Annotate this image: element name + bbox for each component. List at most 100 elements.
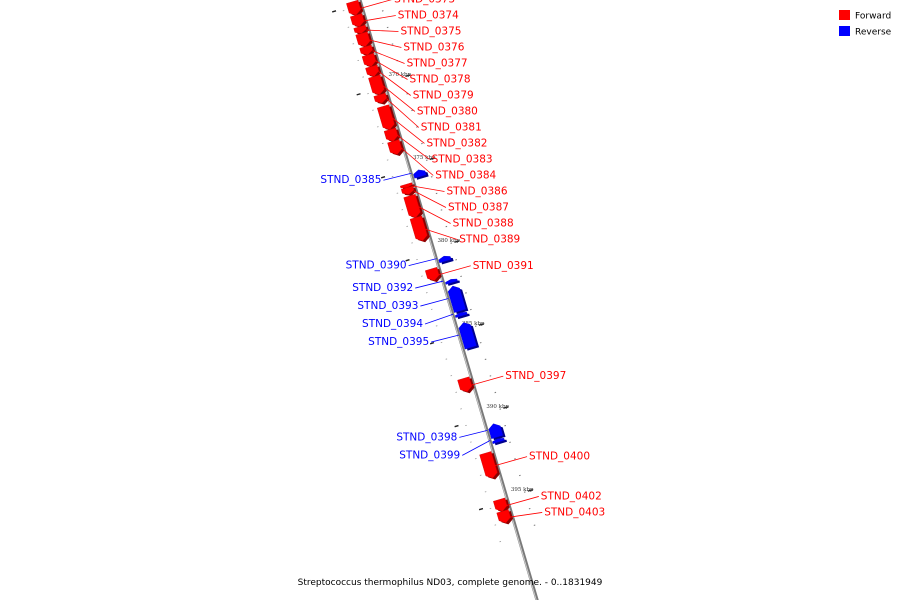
gene-label: STND_0394 <box>362 318 423 330</box>
gene-feature <box>361 53 377 67</box>
gene-leader <box>383 172 412 181</box>
legend-forward-label: Forward <box>855 12 891 22</box>
gene-label: STND_0381 <box>421 121 482 133</box>
gene-shadow <box>494 439 508 446</box>
gene-label: STND_0378 <box>410 73 471 85</box>
gene-leader <box>459 429 488 438</box>
gene-feature <box>383 127 399 142</box>
gene-label: STND_0395 <box>368 336 429 348</box>
gene-feature <box>403 194 421 218</box>
gene-label: STND_0374 <box>398 9 459 21</box>
gene-leader <box>418 206 451 224</box>
gene-label: STND_0384 <box>435 169 496 181</box>
gene-feature <box>425 267 440 281</box>
major-tick <box>380 176 386 179</box>
gene-label: STND_0398 <box>396 431 457 443</box>
gene-label: STND_0388 <box>453 217 514 229</box>
gene-feature <box>353 24 367 34</box>
gene-leader <box>412 185 445 192</box>
tick-label: 390 kbp <box>486 404 509 410</box>
gene-feature <box>488 423 504 439</box>
gene-leader <box>431 334 460 343</box>
gene-leader <box>400 147 434 176</box>
gene-label: STND_0391 <box>473 260 534 272</box>
gene-label: STND_0386 <box>447 185 508 197</box>
gene-feature <box>346 0 361 16</box>
gene-feature <box>401 185 415 195</box>
major-tick <box>454 424 459 428</box>
gene-feature <box>409 215 428 242</box>
major-tick <box>478 323 484 326</box>
gene-feature <box>368 74 385 96</box>
gene-leader <box>382 85 416 112</box>
tick-label: 395 kbp <box>511 487 534 493</box>
major-tick <box>331 10 337 13</box>
gene-label: STND_0383 <box>432 153 493 165</box>
gene-features <box>346 0 514 525</box>
gene-label: STND_0399 <box>399 449 460 461</box>
gene-label: STND_0392 <box>352 282 413 294</box>
gene-leader <box>375 60 408 80</box>
gene-feature <box>479 451 498 479</box>
major-tick <box>405 74 411 77</box>
major-tick <box>527 489 533 492</box>
gene-feature <box>438 255 452 264</box>
gene-label: STND_0393 <box>357 300 418 312</box>
gene-feature <box>400 182 413 189</box>
gene-feature <box>493 497 508 512</box>
gene-feature <box>496 509 511 524</box>
gene-leader <box>415 280 444 289</box>
gene-leader <box>510 512 543 518</box>
gene-leader <box>392 117 425 144</box>
genome-caption: Streptococcus thermophilus ND03, complet… <box>297 578 603 588</box>
major-tick <box>429 157 435 160</box>
genome-backbone <box>358 0 539 600</box>
gene-label: STND_0387 <box>448 201 509 213</box>
gene-leader <box>378 71 411 96</box>
gene-feature <box>365 64 380 77</box>
major-tick <box>503 406 509 409</box>
gene-feature <box>457 376 473 393</box>
gene-leader <box>413 190 447 208</box>
gene-label: STND_0389 <box>459 233 520 245</box>
gene-leader <box>494 456 528 466</box>
gene-label: STND_0390 <box>346 260 407 272</box>
gene-label: STND_0377 <box>407 57 468 69</box>
gene-feature <box>350 13 365 27</box>
gene-shadow <box>457 313 470 320</box>
gene-leader <box>424 313 454 325</box>
legend-reverse-label: Reverse <box>855 28 892 38</box>
gene-leader <box>471 375 504 386</box>
gene-leader <box>462 439 491 456</box>
gene-leader <box>420 298 449 307</box>
gene-feature <box>359 44 373 56</box>
gene-feature <box>454 312 468 318</box>
gene-feature <box>387 139 403 155</box>
gene-leader <box>369 39 402 48</box>
tick-label: 380 kbp <box>437 238 460 244</box>
major-tick <box>429 341 435 345</box>
gene-leader <box>506 496 539 506</box>
gene-label: STND_0385 <box>320 174 381 186</box>
gene-leader <box>372 50 405 64</box>
gene-label: STND_0382 <box>426 137 487 149</box>
tick-label: 385 kbp <box>462 321 485 327</box>
gene-leader <box>360 0 392 9</box>
gene-feature <box>355 31 371 47</box>
gene-label: STND_0402 <box>541 490 602 502</box>
gene-feature <box>445 278 458 285</box>
gene-feature <box>373 92 388 104</box>
gene-leader <box>366 29 399 32</box>
gene-leader <box>438 265 471 276</box>
gene-label: STND_0397 <box>505 370 566 382</box>
gene-leader <box>397 135 430 160</box>
major-tick <box>478 507 484 511</box>
gene-label: STND_0380 <box>417 105 478 117</box>
major-tick <box>356 93 361 96</box>
gene-label: STND_0373 <box>394 0 455 5</box>
major-tick <box>405 259 410 262</box>
gene-label: STND_0376 <box>403 41 464 53</box>
gene-label: STND_0403 <box>544 506 605 518</box>
gene-labels: STND_0373 STND_0374 STND_0375 STND_0376 STND… <box>320 0 605 518</box>
